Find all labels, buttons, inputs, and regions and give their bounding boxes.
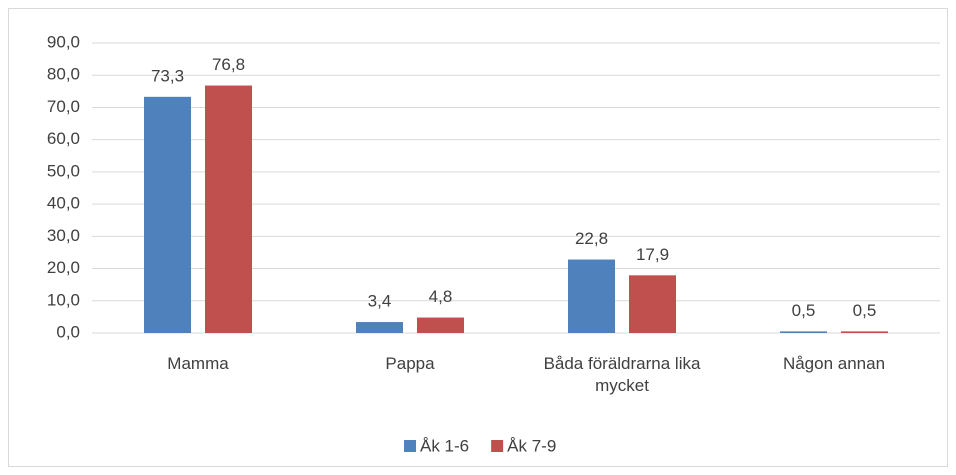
x-tick-label: Någon annan — [782, 354, 886, 373]
bar — [568, 259, 615, 333]
y-tick-label: 90,0 — [47, 32, 80, 51]
data-label: 17,9 — [636, 245, 669, 264]
y-tick-label: 70,0 — [47, 97, 80, 116]
bar — [356, 322, 403, 333]
legend-label: Åk 7-9 — [507, 436, 556, 455]
data-label: 0,5 — [792, 301, 816, 320]
data-label: 76,8 — [212, 55, 245, 74]
bar — [780, 331, 827, 333]
x-tick-label: Mamma — [167, 354, 229, 373]
x-tick-label: Pappa — [385, 354, 435, 373]
y-tick-label: 50,0 — [47, 161, 80, 180]
y-tick-label: 60,0 — [47, 129, 80, 148]
y-tick-label: 10,0 — [47, 290, 80, 309]
data-label: 0,5 — [853, 301, 877, 320]
legend-label: Åk 1-6 — [420, 436, 469, 455]
y-tick-label: 80,0 — [47, 65, 80, 84]
y-tick-label: 40,0 — [47, 194, 80, 213]
data-label: 22,8 — [575, 229, 608, 248]
y-tick-label: 30,0 — [47, 226, 80, 245]
bar — [629, 275, 676, 333]
data-label: 3,4 — [368, 292, 392, 311]
y-tick-label: 20,0 — [47, 258, 80, 277]
data-label: 73,3 — [151, 66, 184, 85]
bar — [841, 331, 888, 333]
x-tick-label: Båda föräldrarna lika mycket — [543, 354, 701, 395]
bar — [205, 85, 252, 334]
y-tick-label: 0,0 — [56, 322, 80, 341]
data-label: 4,8 — [429, 287, 453, 306]
bar — [144, 96, 191, 333]
legend-swatch — [404, 440, 416, 452]
bar — [417, 317, 464, 333]
legend-swatch — [491, 440, 504, 452]
